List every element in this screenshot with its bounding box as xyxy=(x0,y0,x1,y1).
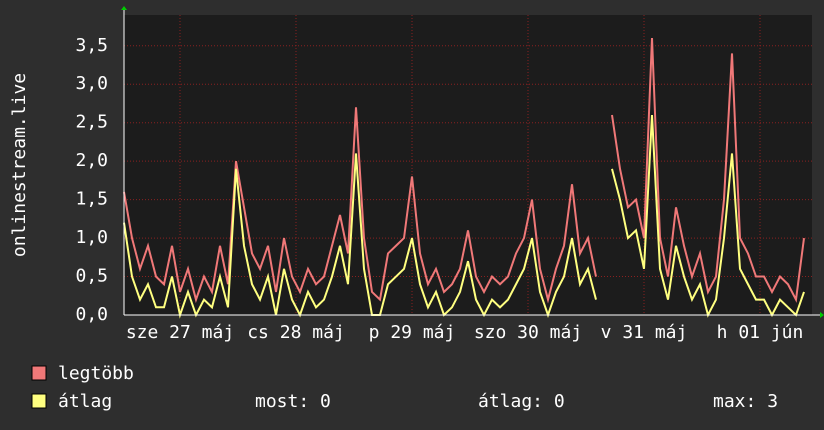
x-tick-label: v 31 máj xyxy=(601,322,688,343)
series-line xyxy=(123,38,805,304)
x-tick-label: h 01 jún xyxy=(717,322,804,343)
stat-value: 0 xyxy=(320,391,331,412)
plot-area xyxy=(124,15,812,315)
y-tick-label: 2,0 xyxy=(75,150,108,171)
x-tick-label: szo 30 máj xyxy=(474,322,582,343)
legend-label: legtöbb xyxy=(58,363,134,384)
y-tick-label: 1,5 xyxy=(75,189,108,210)
y-tick-label: 3,0 xyxy=(75,73,108,94)
axis-arrow xyxy=(121,6,127,10)
stat-label: átlag: xyxy=(478,391,543,412)
stat-value: 3 xyxy=(767,391,778,412)
stat-label: most: xyxy=(255,391,309,412)
legend-swatch xyxy=(31,393,47,409)
y-axis-label: onlinestream.live xyxy=(9,73,30,257)
legend-stat: most: 0 xyxy=(255,391,331,412)
x-tick-label: sze 27 máj xyxy=(126,322,234,343)
legend-label: átlag xyxy=(58,391,112,412)
stat-label: max: xyxy=(713,391,756,412)
axis-arrow xyxy=(820,312,824,318)
x-tick-label: cs 28 máj xyxy=(247,322,345,343)
stat-value: 0 xyxy=(554,391,565,412)
y-tick-label: 0,0 xyxy=(75,304,108,325)
legend-stat: átlag: 0 xyxy=(478,391,565,412)
x-tick-label: p 29 máj xyxy=(369,322,456,343)
y-tick-label: 1,0 xyxy=(75,227,108,248)
y-tick-label: 0,5 xyxy=(75,266,108,287)
legend-stat: max: 3 xyxy=(713,391,778,412)
y-tick-label: 2,5 xyxy=(75,112,108,133)
legend-swatch xyxy=(31,365,47,381)
y-tick-label: 3,5 xyxy=(75,35,108,56)
